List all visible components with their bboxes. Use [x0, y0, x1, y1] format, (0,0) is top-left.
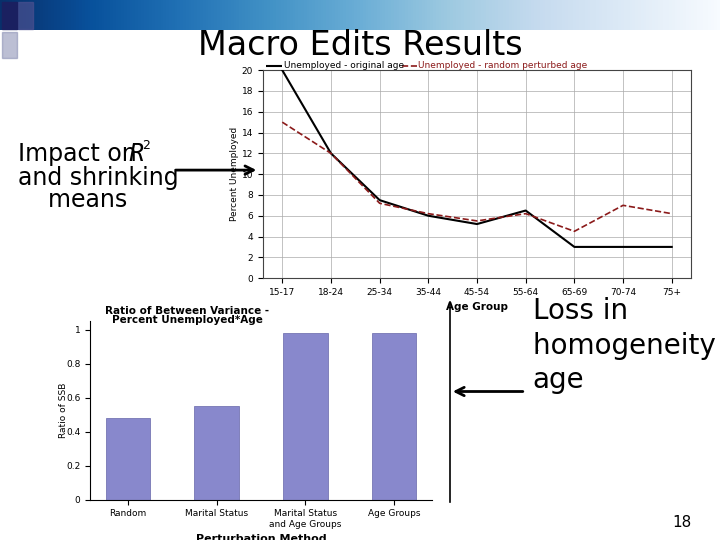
- X-axis label: Perturbation Method: Perturbation Method: [196, 534, 326, 540]
- Text: 20: 20: [536, 350, 538, 351]
- Text: Unemployed - random perturbed age: Unemployed - random perturbed age: [418, 62, 587, 70]
- Text: R: R: [128, 142, 145, 166]
- Text: Ratio of Between Variance -: Ratio of Between Variance -: [105, 306, 269, 315]
- Bar: [1, 32, 17, 58]
- Bar: [283, 333, 328, 500]
- Text: Macro Edits Results: Macro Edits Results: [198, 29, 522, 63]
- Text: Impact on: Impact on: [18, 142, 144, 166]
- Bar: [372, 333, 416, 500]
- Bar: [106, 418, 150, 500]
- Text: and shrinking: and shrinking: [18, 166, 179, 190]
- Bar: [18, 2, 33, 29]
- Text: 2: 2: [143, 139, 150, 152]
- Text: Percent Unemployed*Age: Percent Unemployed*Age: [112, 315, 263, 325]
- Bar: [1, 2, 17, 29]
- Bar: [194, 406, 239, 500]
- Text: Unemployed - original age: Unemployed - original age: [284, 62, 405, 70]
- Text: Loss in
homogeneity within
age: Loss in homogeneity within age: [533, 297, 720, 394]
- Y-axis label: Ratio of SSB: Ratio of SSB: [58, 383, 68, 438]
- X-axis label: Age Group: Age Group: [446, 302, 508, 312]
- Text: means: means: [18, 188, 127, 212]
- Text: 18: 18: [672, 515, 691, 530]
- Y-axis label: Percent Unemployed: Percent Unemployed: [230, 127, 239, 221]
